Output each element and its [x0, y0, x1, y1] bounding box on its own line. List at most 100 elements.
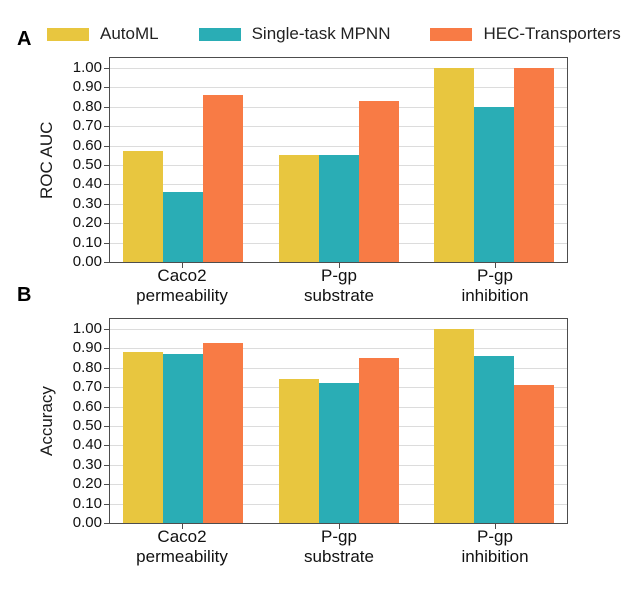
x-category-label: P-gp substrate	[304, 527, 374, 566]
bar-mpnn	[163, 192, 204, 262]
bar-mpnn	[318, 155, 359, 262]
y-tick-label: 0.50	[72, 156, 102, 173]
bar-hec	[203, 95, 244, 262]
y-tick-label: 0.40	[72, 175, 102, 192]
x-category-label: P-gp inhibition	[461, 527, 529, 566]
gridline	[110, 68, 567, 69]
legend-label: Single-task MPNN	[251, 24, 391, 43]
y-tick-mark	[104, 329, 109, 330]
legend-swatch-mpnn	[198, 27, 241, 41]
bar-mpnn	[318, 383, 359, 523]
bar-hec	[203, 343, 244, 523]
gridline	[110, 348, 567, 349]
panel-letter-a: A	[17, 28, 32, 50]
y-tick-label: 0.10	[72, 234, 102, 251]
x-tick-mark	[182, 524, 183, 529]
bar-automl	[433, 329, 474, 523]
x-category-label: P-gp substrate	[304, 266, 374, 305]
plot-area-b	[109, 318, 568, 524]
bar-hec	[358, 101, 399, 262]
x-tick-mark	[339, 524, 340, 529]
y-tick-label: 0.40	[72, 436, 102, 453]
y-tick-label: 0.90	[72, 339, 102, 356]
plot-area-a	[109, 57, 568, 263]
gridline	[110, 146, 567, 147]
y-tick-mark	[104, 465, 109, 466]
y-tick-mark	[104, 204, 109, 205]
y-tick-mark	[104, 348, 109, 349]
y-tick-mark	[104, 243, 109, 244]
bar-hec	[513, 68, 554, 262]
y-tick-mark	[104, 262, 109, 263]
x-tick-mark	[339, 263, 340, 268]
legend-swatch-automl	[47, 27, 89, 41]
y-tick-label: 0.00	[72, 253, 102, 270]
bar-group	[433, 68, 554, 262]
legend-item-mpnn: Single-task MPNN	[198, 24, 391, 44]
y-tick-label: 0.20	[72, 214, 102, 231]
panel-letter-b: B	[17, 284, 32, 306]
legend-item-automl: AutoML	[47, 24, 159, 44]
y-tick-label: 0.90	[72, 78, 102, 95]
bar-mpnn	[473, 356, 514, 523]
bar-group	[278, 358, 399, 523]
y-tick-mark	[104, 146, 109, 147]
y-tick-mark	[104, 523, 109, 524]
gridline	[110, 87, 567, 88]
y-tick-mark	[104, 445, 109, 446]
bar-group	[278, 101, 399, 262]
y-tick-label: 0.80	[72, 359, 102, 376]
y-tick-mark	[104, 407, 109, 408]
x-category-label: P-gp inhibition	[461, 266, 529, 305]
y-tick-mark	[104, 184, 109, 185]
y-tick-label: 0.20	[72, 475, 102, 492]
bar-automl	[123, 151, 164, 262]
gridline	[110, 107, 567, 108]
y-tick-label: 0.00	[72, 514, 102, 531]
bar-group	[433, 329, 554, 523]
y-tick-label: 0.30	[72, 195, 102, 212]
y-tick-mark	[104, 223, 109, 224]
x-tick-mark	[182, 263, 183, 268]
legend-item-hec: HEC-Transporters	[430, 24, 621, 44]
bar-automl	[123, 352, 164, 523]
gridline	[110, 368, 567, 369]
legend-label: HEC-Transporters	[483, 24, 621, 43]
y-tick-label: 0.60	[72, 398, 102, 415]
y-tick-mark	[104, 165, 109, 166]
y-tick-label: 1.00	[72, 320, 102, 337]
bar-hec	[513, 385, 554, 523]
y-tick-label: 0.70	[72, 117, 102, 134]
x-category-label: Caco2 permeability	[136, 527, 228, 566]
y-tick-mark	[104, 504, 109, 505]
bar-group	[123, 343, 244, 523]
y-tick-label: 0.70	[72, 378, 102, 395]
legend-swatch-hec	[430, 27, 473, 41]
y-tick-mark	[104, 387, 109, 388]
y-tick-mark	[104, 87, 109, 88]
y-tick-label: 0.30	[72, 456, 102, 473]
y-tick-mark	[104, 68, 109, 69]
bar-automl	[278, 379, 319, 523]
y-tick-label: 0.50	[72, 417, 102, 434]
y-tick-mark	[104, 126, 109, 127]
y-tick-label: 0.60	[72, 137, 102, 154]
chart-legend: AutoML Single-task MPNN HEC-Transporters	[47, 24, 621, 44]
bar-mpnn	[163, 354, 204, 523]
bar-hec	[358, 358, 399, 523]
bar-automl	[433, 68, 474, 262]
y-tick-mark	[104, 368, 109, 369]
legend-label: AutoML	[100, 24, 159, 43]
x-tick-mark	[495, 263, 496, 268]
bar-automl	[278, 155, 319, 262]
bar-group	[123, 95, 244, 262]
y-tick-mark	[104, 484, 109, 485]
bar-mpnn	[473, 107, 514, 262]
y-tick-mark	[104, 426, 109, 427]
y-tick-label: 0.80	[72, 98, 102, 115]
x-tick-mark	[495, 524, 496, 529]
gridline	[110, 126, 567, 127]
y-tick-label: 0.10	[72, 495, 102, 512]
gridline	[110, 329, 567, 330]
